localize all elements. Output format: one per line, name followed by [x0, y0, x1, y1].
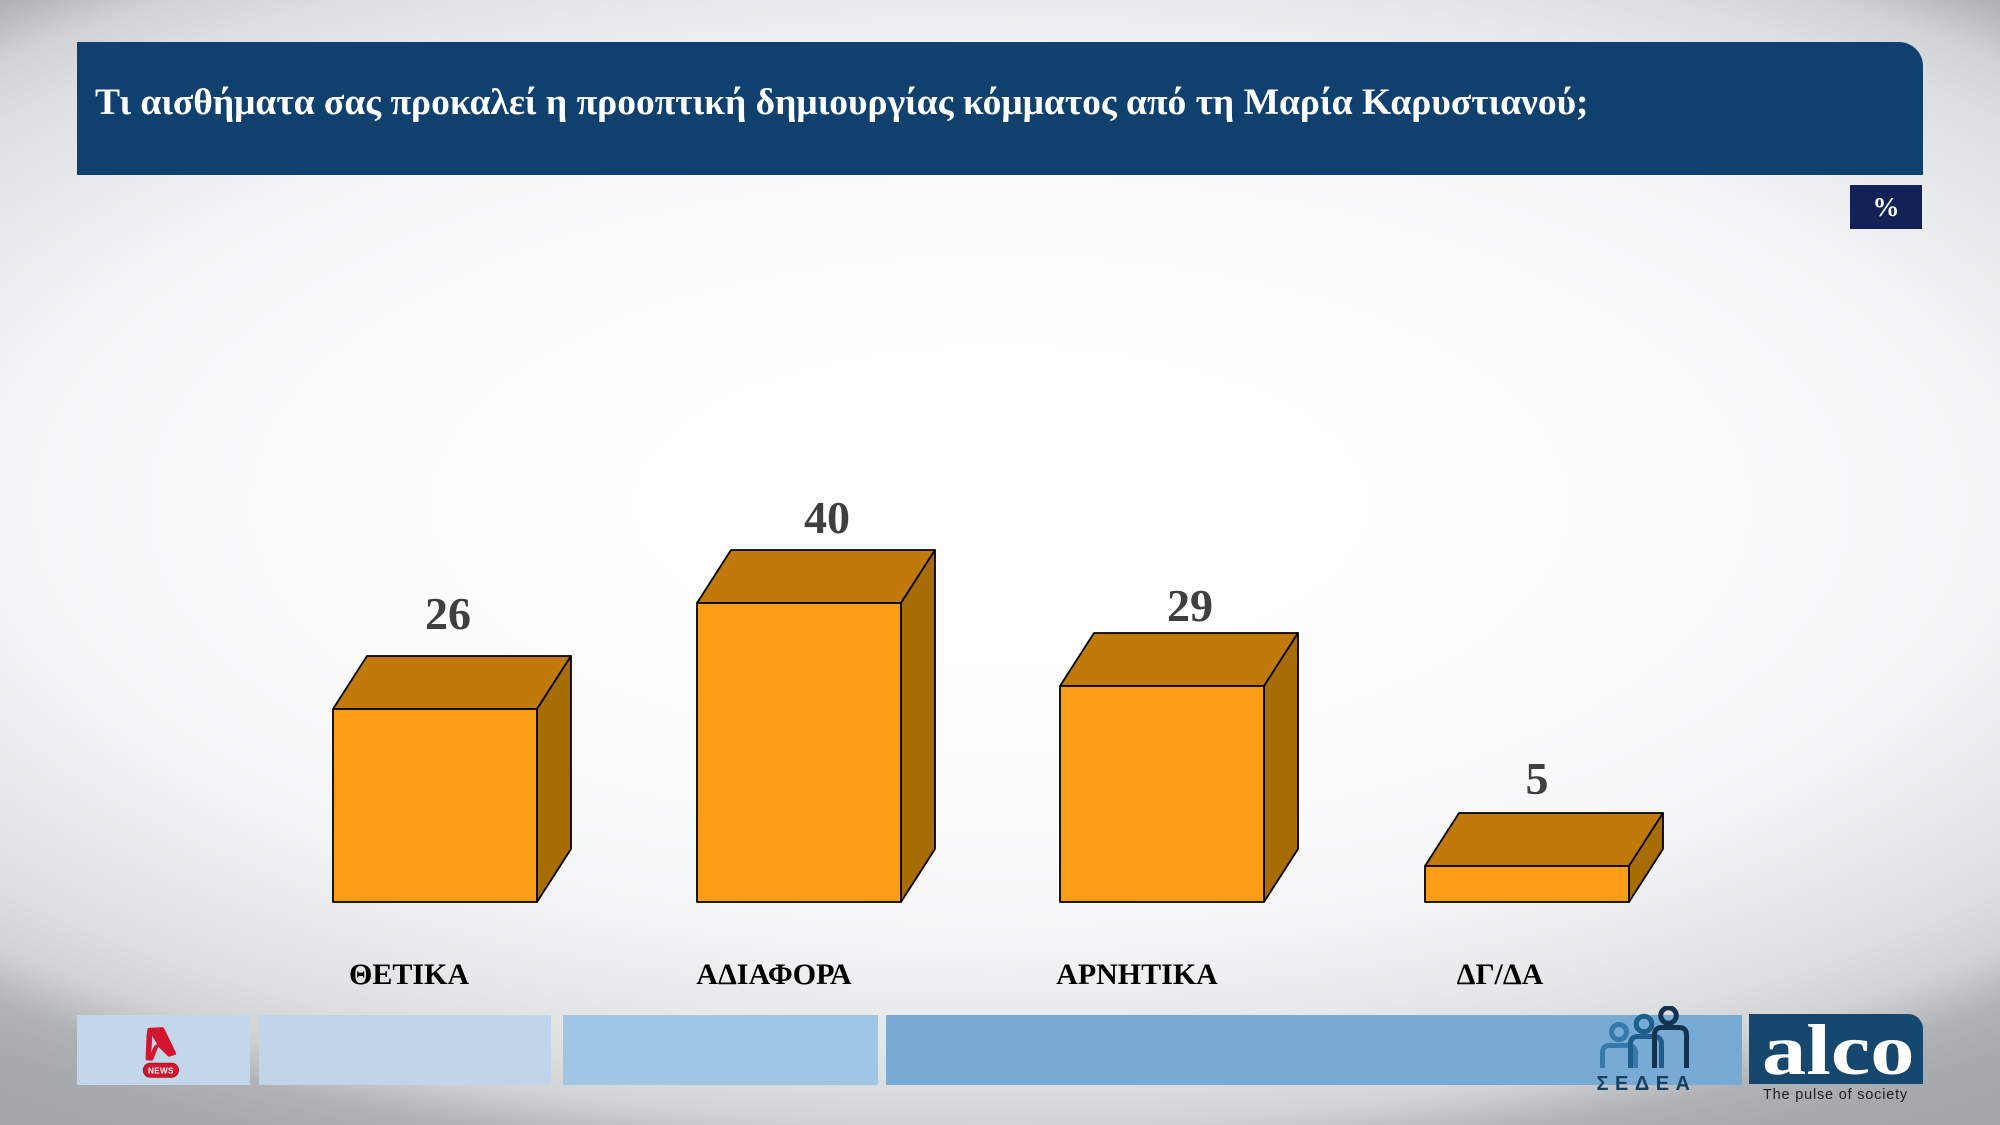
- svg-text:NEWS: NEWS: [148, 1066, 174, 1075]
